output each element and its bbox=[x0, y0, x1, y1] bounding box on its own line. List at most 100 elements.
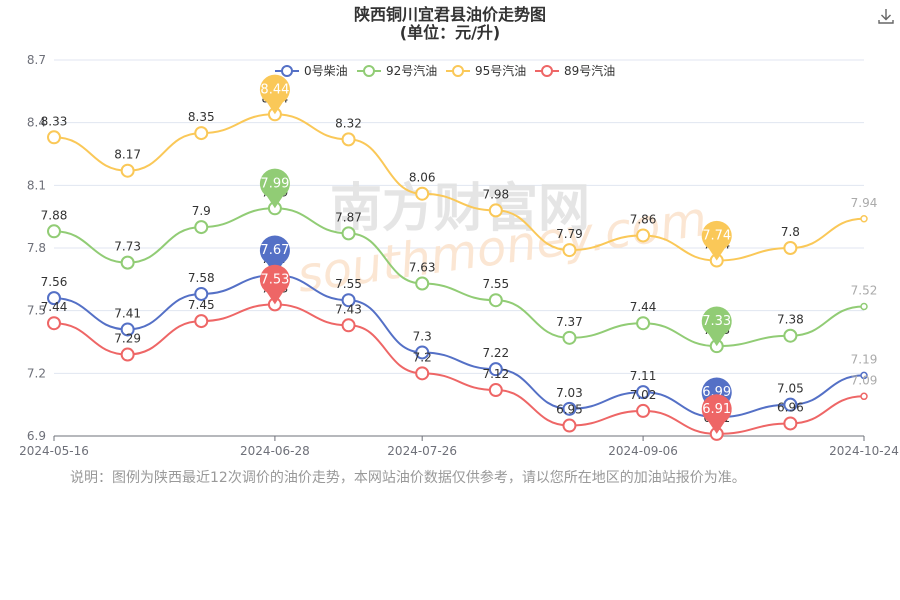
y-tick-label: 7.5 bbox=[27, 304, 46, 318]
chart-note: 说明：图例为陕西最近12次调价的油价走势，本网站油价数据仅供参考，请以您所在地区… bbox=[70, 470, 746, 486]
max-marker-label: 8.44 bbox=[260, 82, 289, 97]
data-label: 7.09 bbox=[851, 373, 878, 387]
max-marker-pin bbox=[259, 168, 290, 209]
legend-item[interactable]: 95号汽油 bbox=[446, 63, 526, 78]
data-label: 7.12 bbox=[482, 367, 509, 381]
data-point bbox=[636, 316, 651, 331]
min-marker-pin bbox=[701, 306, 732, 347]
series-line bbox=[53, 303, 865, 435]
data-label: 7.44 bbox=[630, 300, 657, 314]
max-min-markers: 7.676.997.997.338.447.747.536.91 bbox=[259, 74, 732, 434]
data-label: 7.3 bbox=[413, 329, 432, 343]
max-marker-pin bbox=[259, 74, 290, 115]
data-label: 7.58 bbox=[188, 271, 215, 285]
data-point bbox=[341, 132, 356, 147]
data-point bbox=[194, 126, 209, 141]
series-points bbox=[47, 107, 868, 441]
chart-title: 陕西铜川宜君县油价走势图 bbox=[353, 5, 546, 24]
legend-item[interactable]: 92号汽油 bbox=[357, 63, 437, 78]
data-label: 7.41 bbox=[114, 306, 141, 320]
data-label: 7.2 bbox=[413, 350, 432, 364]
download-icon[interactable] bbox=[876, 6, 896, 26]
legend-label: 0号柴油 bbox=[304, 64, 348, 78]
legend-item[interactable]: 0号柴油 bbox=[275, 64, 348, 78]
legend-label: 89号汽油 bbox=[564, 63, 615, 78]
legend-symbol bbox=[541, 65, 553, 77]
data-label: 7.05 bbox=[777, 382, 804, 396]
data-label: 7.52 bbox=[851, 283, 878, 297]
data-label: 7.8 bbox=[781, 225, 800, 239]
data-label: 7.45 bbox=[188, 298, 215, 312]
data-point bbox=[47, 224, 61, 239]
data-point bbox=[194, 220, 209, 235]
legend-symbol bbox=[281, 65, 293, 77]
data-point bbox=[47, 316, 61, 331]
data-point bbox=[860, 215, 868, 223]
min-marker: 7.33 bbox=[701, 306, 732, 347]
data-label: 7.98 bbox=[482, 187, 509, 201]
max-marker-pin bbox=[259, 235, 290, 276]
data-label: 7.87 bbox=[335, 210, 362, 224]
data-point bbox=[415, 366, 430, 381]
series-line bbox=[53, 113, 865, 262]
watermark-cn: 南方财富网 bbox=[330, 179, 590, 239]
data-label: 7.55 bbox=[335, 277, 362, 291]
y-tick-label: 8.1 bbox=[27, 178, 46, 192]
data-label: 7.73 bbox=[114, 240, 141, 254]
data-point bbox=[562, 418, 577, 433]
data-point bbox=[636, 403, 651, 418]
data-point bbox=[341, 318, 356, 333]
data-label: 7.56 bbox=[41, 275, 68, 289]
y-tick-label: 8.4 bbox=[27, 116, 46, 130]
y-tick-label: 7.2 bbox=[27, 366, 46, 380]
data-point bbox=[488, 203, 503, 218]
data-point bbox=[488, 293, 503, 308]
data-label: 7.22 bbox=[482, 346, 509, 360]
data-label: 7.94 bbox=[851, 196, 878, 210]
min-marker-pin bbox=[701, 220, 732, 261]
data-label: 7.55 bbox=[482, 277, 509, 291]
data-point bbox=[120, 163, 135, 178]
max-marker: 7.99 bbox=[259, 168, 290, 209]
data-label: 6.96 bbox=[777, 400, 804, 414]
data-label: 8.35 bbox=[188, 110, 215, 124]
max-marker-label: 7.53 bbox=[260, 272, 289, 287]
data-point bbox=[562, 243, 577, 258]
x-tick-label: 2024-10-24 bbox=[829, 444, 899, 458]
data-point bbox=[415, 186, 430, 201]
y-tick-label: 6.9 bbox=[27, 429, 46, 443]
data-point bbox=[783, 328, 798, 343]
data-label: 8.06 bbox=[409, 171, 436, 185]
data-label: 7.02 bbox=[630, 388, 657, 402]
grid-lines bbox=[54, 59, 864, 374]
data-label: 6.95 bbox=[556, 403, 583, 417]
max-marker: 7.53 bbox=[259, 264, 290, 305]
data-point bbox=[120, 347, 135, 362]
data-point bbox=[488, 362, 503, 377]
data-point bbox=[341, 293, 356, 308]
data-point bbox=[341, 226, 356, 241]
legend: 0号柴油 92号汽油 95号汽油 89号汽油 bbox=[275, 63, 615, 78]
min-marker-label: 6.91 bbox=[702, 402, 731, 417]
data-point bbox=[415, 276, 430, 291]
chart-subtitle: (单位：元/升) bbox=[399, 23, 501, 42]
legend-label: 92号汽油 bbox=[386, 63, 437, 78]
data-point bbox=[636, 228, 651, 243]
data-point bbox=[194, 314, 209, 329]
y-tick-label: 7.8 bbox=[27, 241, 46, 255]
data-point bbox=[562, 330, 577, 345]
data-point bbox=[47, 291, 61, 306]
data-label: 7.37 bbox=[556, 315, 583, 329]
data-label: 7.44 bbox=[41, 300, 68, 314]
data-label: 7.11 bbox=[630, 369, 657, 383]
data-label: 7.29 bbox=[114, 332, 141, 346]
legend-item[interactable]: 89号汽油 bbox=[535, 63, 615, 78]
min-marker: 7.74 bbox=[701, 220, 732, 261]
data-label: 7.63 bbox=[409, 261, 436, 275]
legend-label: 95号汽油 bbox=[475, 63, 526, 78]
max-marker: 8.44 bbox=[259, 74, 290, 115]
max-marker-label: 7.99 bbox=[260, 176, 289, 191]
axes: 6.9 7.2 7.5 7.8 8.1 8.4 8.7 2024-05-16 2024-06-2… bbox=[19, 53, 899, 458]
y-tick-label: 8.7 bbox=[27, 53, 46, 67]
